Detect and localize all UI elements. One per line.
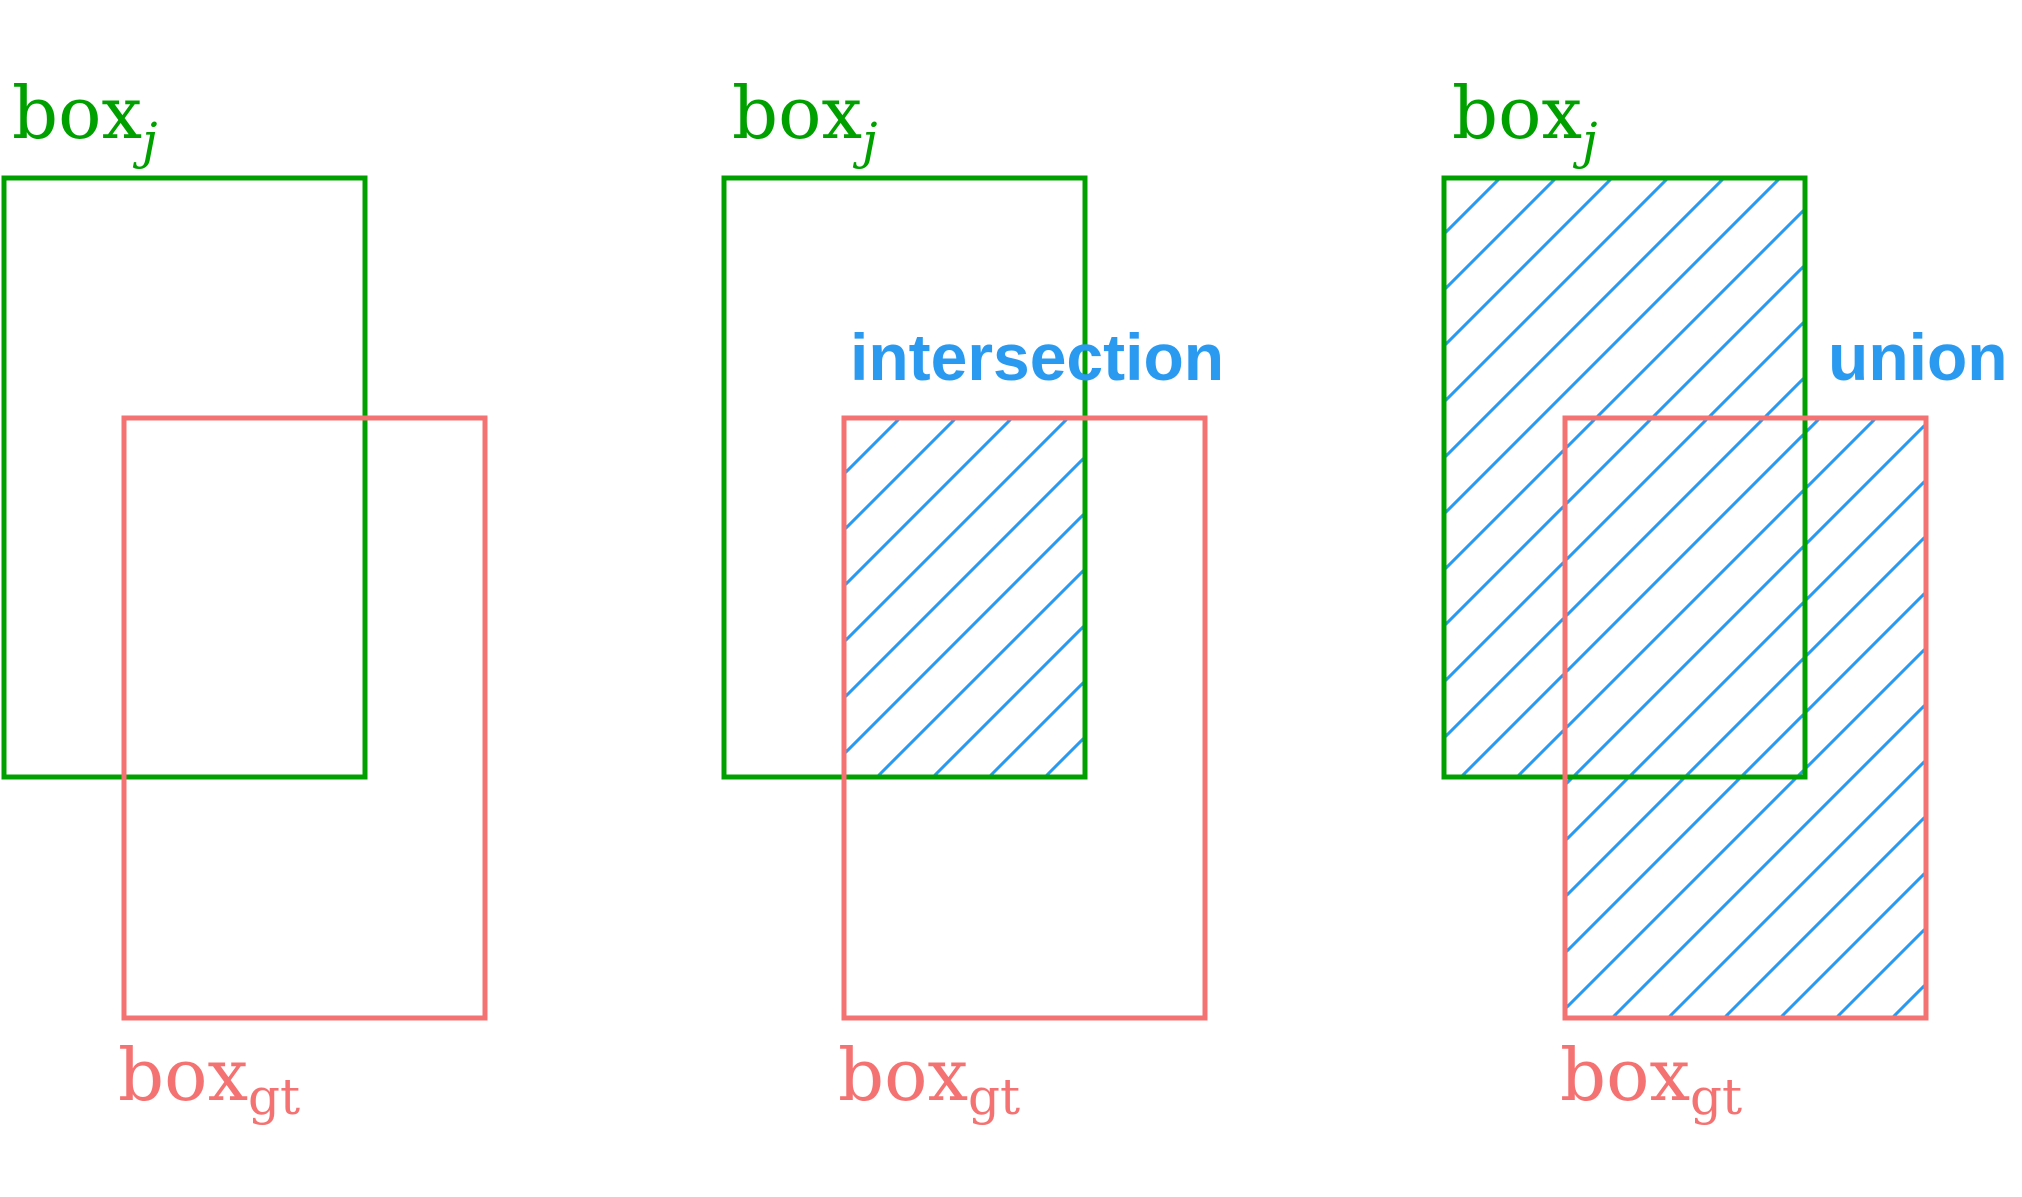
box-j-rect [1441,175,1808,780]
intersection-hatch [844,358,1520,777]
hatch-line [844,418,1071,645]
hatch-line [1554,178,1926,1018]
hatch-line [1444,178,1926,1018]
hatch-line [931,622,1085,777]
hatch-line [844,418,959,533]
hatch-line [1444,178,1926,1018]
hatch-line [1444,178,1786,1018]
box-j-rect [721,175,1088,780]
hatch-line [1444,178,1618,1018]
hatch-line [844,454,1085,701]
box-gt-label: boxgt [118,1033,300,1126]
hatch-line [875,566,1085,777]
hatch-line [1722,178,1926,1018]
hatch-line [1498,178,1926,1018]
hatch-line [844,418,1015,589]
hatch-line [1444,178,1926,1018]
union-hatch [1444,118,2022,1018]
hatch-line [1444,178,1926,1018]
box-gt-rect [121,415,488,1021]
hatch-line [844,418,903,477]
box-gt-label: boxgt [1560,1033,1742,1126]
hatch-line [1444,178,1562,1018]
union-caption: union [1828,320,2008,394]
box-gt-rect [1562,415,1929,1021]
intersection-caption: intersection [850,320,1224,394]
hatch-line [1043,734,1085,777]
hatch-line [1778,178,1926,1018]
hatch-line [1444,178,1842,1018]
panel-intersection: boxj boxgt intersection [721,71,1520,1126]
hatch-line [844,510,1085,757]
hatch-line [1834,178,1926,1018]
hatch-line [1890,178,1926,1018]
box-j-label: boxj [1452,71,1598,170]
hatch-line [1101,358,1520,777]
hatch-line [844,418,847,421]
hatch-line [1948,118,2022,1018]
panel-union: boxj boxgt union [1441,71,2022,1126]
panel-plain: boxj boxgt [1,71,488,1126]
hatch-line [987,678,1085,777]
box-gt-label: boxgt [838,1033,1020,1126]
box-j-rect [1,175,368,780]
hatch-line [1444,178,1506,1018]
hatch-line [1610,178,1926,1018]
hatch-line [1444,178,1926,1018]
hatch-line [1444,178,1926,1018]
hatch-line [1666,178,1926,1018]
box-j-label: boxj [732,71,878,170]
box-j-label: boxj [12,71,158,170]
hatch-line [1444,178,1674,1018]
box-gt-rect [841,415,1208,1021]
hatch-line [1444,178,1730,1018]
